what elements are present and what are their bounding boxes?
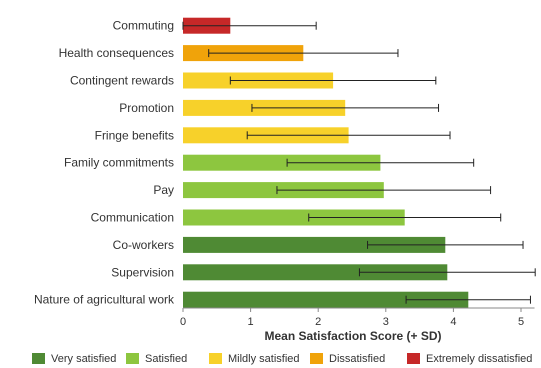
category-label: Health consequences xyxy=(59,46,174,60)
category-label: Promotion xyxy=(119,101,174,115)
legend-label: Dissatisfied xyxy=(329,353,385,365)
category-label: Contingent rewards xyxy=(70,74,174,88)
bar xyxy=(183,264,448,281)
x-axis-title: Mean Satisfaction Score (+ SD) xyxy=(264,329,441,343)
x-tick-label: 3 xyxy=(383,316,389,328)
bar xyxy=(183,236,446,253)
category-label: Pay xyxy=(153,183,174,197)
legend-label: Satisfied xyxy=(145,353,187,365)
category-label: Commuting xyxy=(113,19,174,33)
x-axis: 0 1 2 3 4 5 Mean Satisfaction Score (+ SD) xyxy=(180,307,535,343)
legend: Very satisfied Satisfied Mildly satisfied D… xyxy=(32,353,532,365)
x-tick-label: 2 xyxy=(315,316,321,328)
error-bars-layer xyxy=(182,21,536,304)
category-label: Co-workers xyxy=(113,238,174,252)
category-labels-layer: Commuting Health consequences Contingent r… xyxy=(34,19,175,307)
bar xyxy=(183,291,469,308)
x-tick-label: 4 xyxy=(450,316,456,328)
x-tick-label: 1 xyxy=(248,316,254,328)
category-label: Supervision xyxy=(111,265,174,279)
legend-swatch xyxy=(126,353,139,364)
category-label: Fringe benefits xyxy=(95,128,174,142)
category-label: Nature of agricultural work xyxy=(34,293,175,307)
legend-swatch xyxy=(32,353,45,364)
category-label: Family commitments xyxy=(64,156,174,170)
legend-label: Very satisfied xyxy=(51,353,116,365)
legend-swatch xyxy=(310,353,323,364)
legend-swatch xyxy=(407,353,420,364)
x-tick-label: 0 xyxy=(180,316,186,328)
bar xyxy=(183,209,405,226)
legend-swatch xyxy=(209,353,222,364)
legend-label: Mildly satisfied xyxy=(228,353,300,365)
legend-label: Extremely dissatisfied xyxy=(426,353,532,365)
bar xyxy=(183,154,381,171)
x-tick-label: 5 xyxy=(518,316,524,328)
category-label: Communication xyxy=(91,211,174,225)
